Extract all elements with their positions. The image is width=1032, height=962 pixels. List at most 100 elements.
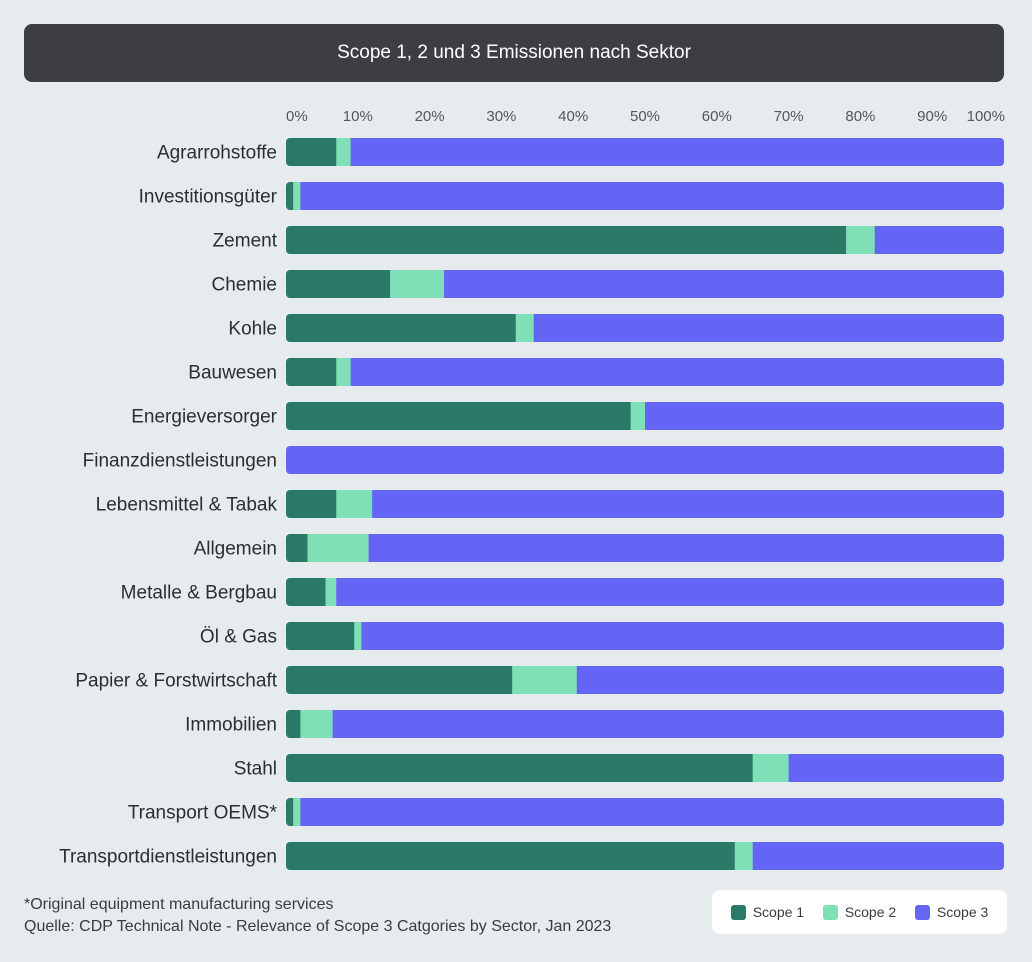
bar-row-papier-forstwirtschaft: Papier & Forstwirtschaft [75, 666, 1004, 694]
x-tick-label: 30% [486, 108, 516, 125]
bar-segment-scope-2 [336, 138, 352, 166]
bar-segment-scope-1 [286, 138, 337, 166]
legend-item-scope-2: Scope 2 [822, 904, 897, 920]
category-label: Finanzdienstleistungen [83, 451, 277, 472]
bar-segment-scope-1 [286, 226, 847, 254]
legend-swatch-scope-3 [914, 904, 930, 920]
bar-segment-scope-1 [286, 270, 391, 298]
x-tick-label: 20% [415, 108, 445, 125]
category-label: Transportdienstleistungen [59, 847, 277, 868]
chart-title: Scope 1, 2 und 3 Emissionen nach Sektor [337, 42, 691, 63]
category-label: Agrarrohstoffe [157, 143, 277, 164]
x-tick-label: 40% [558, 108, 588, 125]
bar-row-transport-oems: Transport OEMS* [128, 798, 1004, 826]
bar-segment-scope-3 [350, 138, 1004, 166]
x-tick-label: 0% [286, 108, 308, 125]
bar-segment-scope-3 [300, 798, 1004, 826]
category-label: Kohle [228, 319, 277, 340]
chart-title-bar: Scope 1, 2 und 3 Emissionen nach Sektor [24, 24, 1004, 82]
category-label: Immobilien [185, 715, 277, 736]
bar-segment-scope-2 [512, 666, 578, 694]
bar-segment-scope-1 [286, 622, 355, 650]
bar-segment-scope-3 [286, 446, 1004, 474]
bar-segment-scope-3 [332, 710, 1004, 738]
bar-segment-scope-2 [336, 490, 373, 518]
bar-segment-scope-1 [286, 490, 337, 518]
bar-segment-scope-2 [515, 314, 535, 342]
bar-row-agrarrohstoffe: Agrarrohstoffe [157, 138, 1004, 166]
bar-row-finanzdienstleistungen: Finanzdienstleistungen [83, 446, 1004, 474]
category-label: Investitionsgüter [139, 187, 278, 208]
bar-row-kohle: Kohle [228, 314, 1004, 342]
bar-segment-scope-2 [300, 710, 334, 738]
bar-segment-scope-1 [286, 534, 309, 562]
legend-swatch-scope-1 [730, 904, 746, 920]
bar-row-investitionsgüter: Investitionsgüter [139, 182, 1004, 210]
bar-segment-scope-1 [286, 710, 301, 738]
bar-row-zement: Zement [213, 226, 1004, 254]
x-tick-label: 70% [774, 108, 804, 125]
bar-segment-scope-3 [443, 270, 1004, 298]
bar-segment-scope-2 [734, 842, 754, 870]
bar-segment-scope-1 [286, 314, 517, 342]
category-label: Stahl [234, 759, 277, 780]
bar-segment-scope-3 [368, 534, 1004, 562]
bar-segment-scope-2 [846, 226, 876, 254]
legend-label-scope-2: Scope 2 [844, 904, 897, 920]
footnote-source: Quelle: CDP Technical Note - Relevance o… [24, 918, 612, 935]
bar-row-bauwesen: Bauwesen [188, 358, 1004, 386]
legend-swatch-scope-2 [822, 904, 838, 920]
x-tick-label: 90% [917, 108, 947, 125]
stacked-bar-chart: 0% 10% 20% 30% 40% 50% 60% 70% 80% 90% 100% Agrarro… [59, 108, 1005, 870]
bar-segment-scope-2 [307, 534, 370, 562]
bar-row-stahl: Stahl [234, 754, 1004, 782]
category-label: Öl & Gas [200, 627, 277, 648]
category-label: Energieversorger [131, 407, 277, 428]
bar-segment-scope-3 [788, 754, 1004, 782]
bar-row-energieversorger: Energieversorger [131, 402, 1004, 430]
category-label: Zement [213, 231, 278, 252]
bar-segment-scope-1 [286, 754, 754, 782]
bar-segment-scope-1 [286, 182, 294, 210]
category-label: Transport OEMS* [128, 803, 278, 824]
x-tick-label: 50% [630, 108, 660, 125]
category-label: Metalle & Bergbau [121, 583, 277, 604]
bar-row-allgemein: Allgemein [194, 534, 1004, 562]
x-tick-label: 60% [702, 108, 732, 125]
bar-segment-scope-2 [630, 402, 646, 430]
x-tick-label: 100% [967, 108, 1005, 125]
bar-segment-scope-1 [286, 358, 337, 386]
category-label: Chemie [212, 275, 277, 296]
bar-segment-scope-3 [300, 182, 1004, 210]
bar-segment-scope-1 [286, 666, 513, 694]
bar-segment-scope-2 [336, 358, 352, 386]
category-label: Bauwesen [188, 363, 277, 384]
legend-item-scope-3: Scope 3 [914, 904, 988, 920]
bar-segment-scope-3 [336, 578, 1004, 606]
x-tick-label: 10% [343, 108, 373, 125]
bar-row-immobilien: Immobilien [185, 710, 1004, 738]
bar-row-metalle-bergbau: Metalle & Bergbau [121, 578, 1004, 606]
chart-legend: Scope 1 Scope 2 Scope 3 [712, 890, 1007, 934]
bar-row-lebensmittel-tabak: Lebensmittel & Tabak [96, 490, 1004, 518]
bar-segment-scope-3 [361, 622, 1004, 650]
footnote: *Original equipment manufacturing servic… [24, 894, 611, 938]
bar-segment-scope-3 [645, 402, 1004, 430]
bar-segment-scope-2 [325, 578, 337, 606]
bar-row-transportdienstleistungen: Transportdienstleistungen [59, 842, 1004, 870]
bar-segment-scope-1 [286, 798, 294, 826]
category-label: Papier & Forstwirtschaft [75, 671, 277, 692]
bar-segment-scope-3 [533, 314, 1004, 342]
bar-segment-scope-2 [752, 754, 790, 782]
bar-segment-scope-3 [576, 666, 1004, 694]
legend-label-scope-1: Scope 1 [752, 904, 805, 920]
bar-segment-scope-3 [752, 842, 1004, 870]
bar-segment-scope-1 [286, 402, 632, 430]
bar-segment-scope-1 [286, 842, 736, 870]
bar-segment-scope-1 [286, 578, 326, 606]
legend-item-scope-1: Scope 1 [730, 904, 805, 920]
category-label: Lebensmittel & Tabak [96, 495, 278, 516]
bar-segment-scope-3 [350, 358, 1004, 386]
bar-segment-scope-3 [372, 490, 1004, 518]
bar-segment-scope-2 [293, 182, 301, 210]
